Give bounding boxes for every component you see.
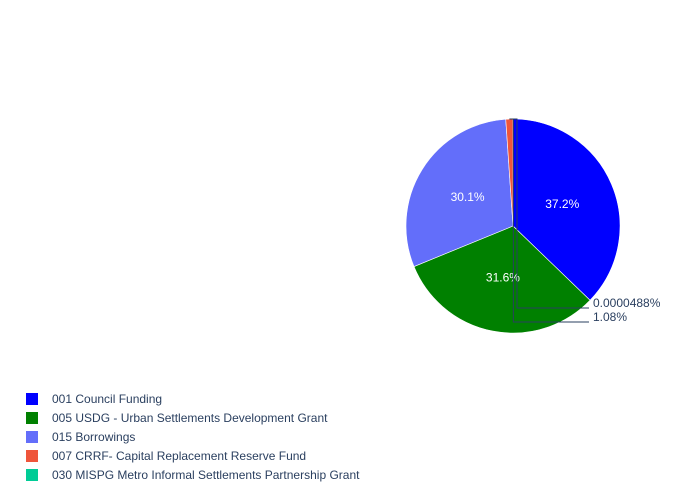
slice-percent-label: 0.0000488% [593,296,661,310]
legend-swatch [26,392,38,405]
slice-percent-label: 31.6% [486,271,520,285]
legend-item-borrowings[interactable]: 015 Borrowings [26,427,359,446]
pie-labels: 37.2% 31.6% 30.1% 1.08%0.0000488% [451,118,661,324]
legend-swatch [26,430,38,443]
legend-swatch [26,449,38,462]
legend-swatch [26,468,38,481]
pie-slice[interactable] [512,118,621,301]
pie-slice[interactable] [405,118,514,267]
legend-label: 005 USDG - Urban Settlements Development… [52,410,328,425]
legend: 001 Council Funding 005 USDG - Urban Set… [26,389,359,484]
legend-label: 001 Council Funding [52,391,163,406]
legend-item-council-funding[interactable]: 001 Council Funding [26,389,359,408]
pie-slice[interactable] [413,225,591,334]
pie-slices [405,118,621,334]
label-leader-line [512,118,589,309]
legend-label: 007 CRRF- Capital Replacement Reserve Fu… [52,448,307,463]
slice-percent-label: 37.2% [545,197,579,211]
label-leader-line [509,118,589,323]
slice-percent-label: 30.1% [451,190,485,204]
legend-swatch [26,411,38,424]
legend-label: 030 MISPG Metro Informal Settlements Par… [52,467,360,482]
legend-label: 015 Borrowings [52,429,136,444]
legend-item-usdg[interactable]: 005 USDG - Urban Settlements Development… [26,408,359,427]
legend-item-mispg[interactable]: 030 MISPG Metro Informal Settlements Par… [26,465,359,484]
slice-percent-label: 1.08% [593,310,627,324]
legend-item-crrf[interactable]: 007 CRRF- Capital Replacement Reserve Fu… [26,446,359,465]
